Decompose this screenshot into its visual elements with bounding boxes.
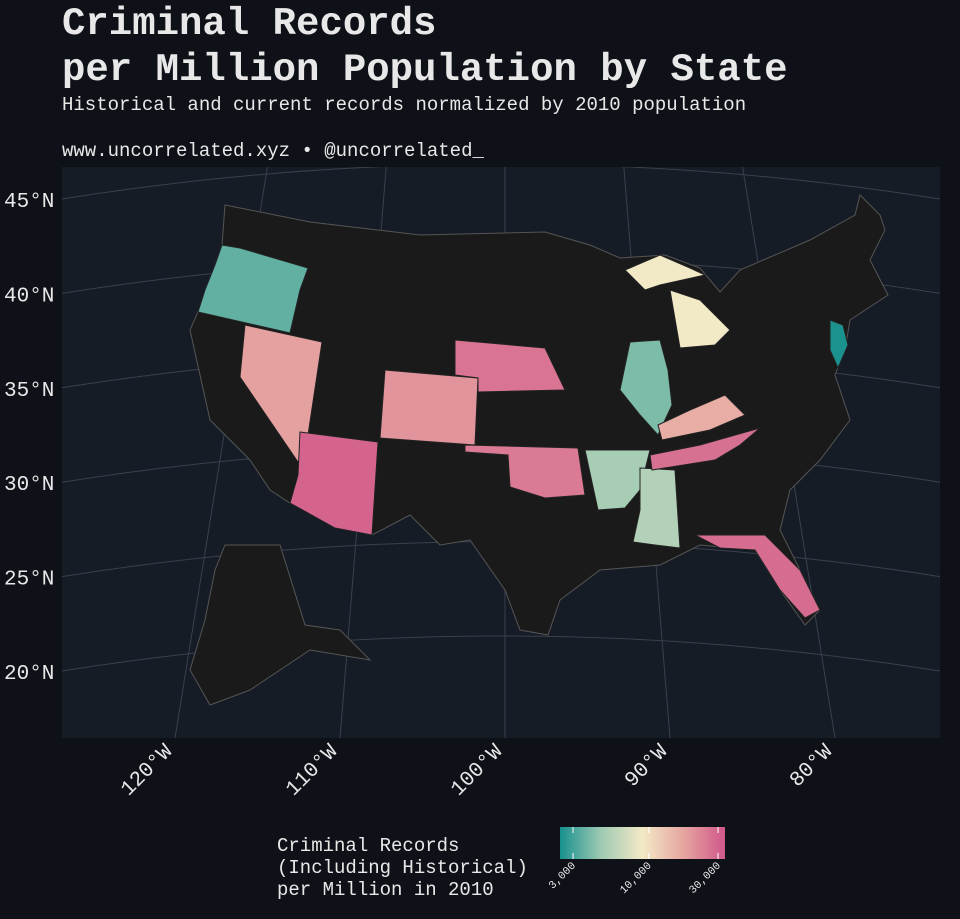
y-tick-label: 25°N (4, 569, 54, 592)
grid-line (62, 167, 940, 200)
legend-title: per Million in 2010 (277, 879, 494, 901)
y-tick-label: 30°N (4, 474, 54, 497)
colorbar (560, 827, 725, 859)
map (189, 194, 889, 706)
state (669, 289, 731, 349)
state (619, 339, 673, 436)
state (454, 339, 566, 393)
state (632, 467, 681, 549)
state (584, 449, 651, 511)
subtitle: Historical and current records normalize… (62, 94, 746, 116)
state (829, 319, 849, 370)
state (657, 394, 746, 441)
y-tick-label: 35°N (4, 380, 54, 403)
caption: www.uncorrelated.xyz • @uncorrelated_ (62, 140, 484, 162)
title-line: Criminal Records (62, 2, 436, 46)
y-tick-label: 45°N (4, 191, 54, 214)
y-tick-label: 20°N (4, 663, 54, 686)
legend-title: (Including Historical) (277, 857, 528, 879)
state (197, 244, 309, 334)
state (289, 431, 379, 536)
state (379, 369, 479, 446)
state (694, 534, 821, 619)
land (189, 544, 372, 706)
legend-title: Criminal Records (277, 835, 459, 857)
y-tick-label: 40°N (4, 285, 54, 308)
title-line: per Million Population by State (62, 48, 788, 92)
state (649, 427, 761, 471)
state (624, 254, 707, 291)
state (464, 444, 586, 499)
